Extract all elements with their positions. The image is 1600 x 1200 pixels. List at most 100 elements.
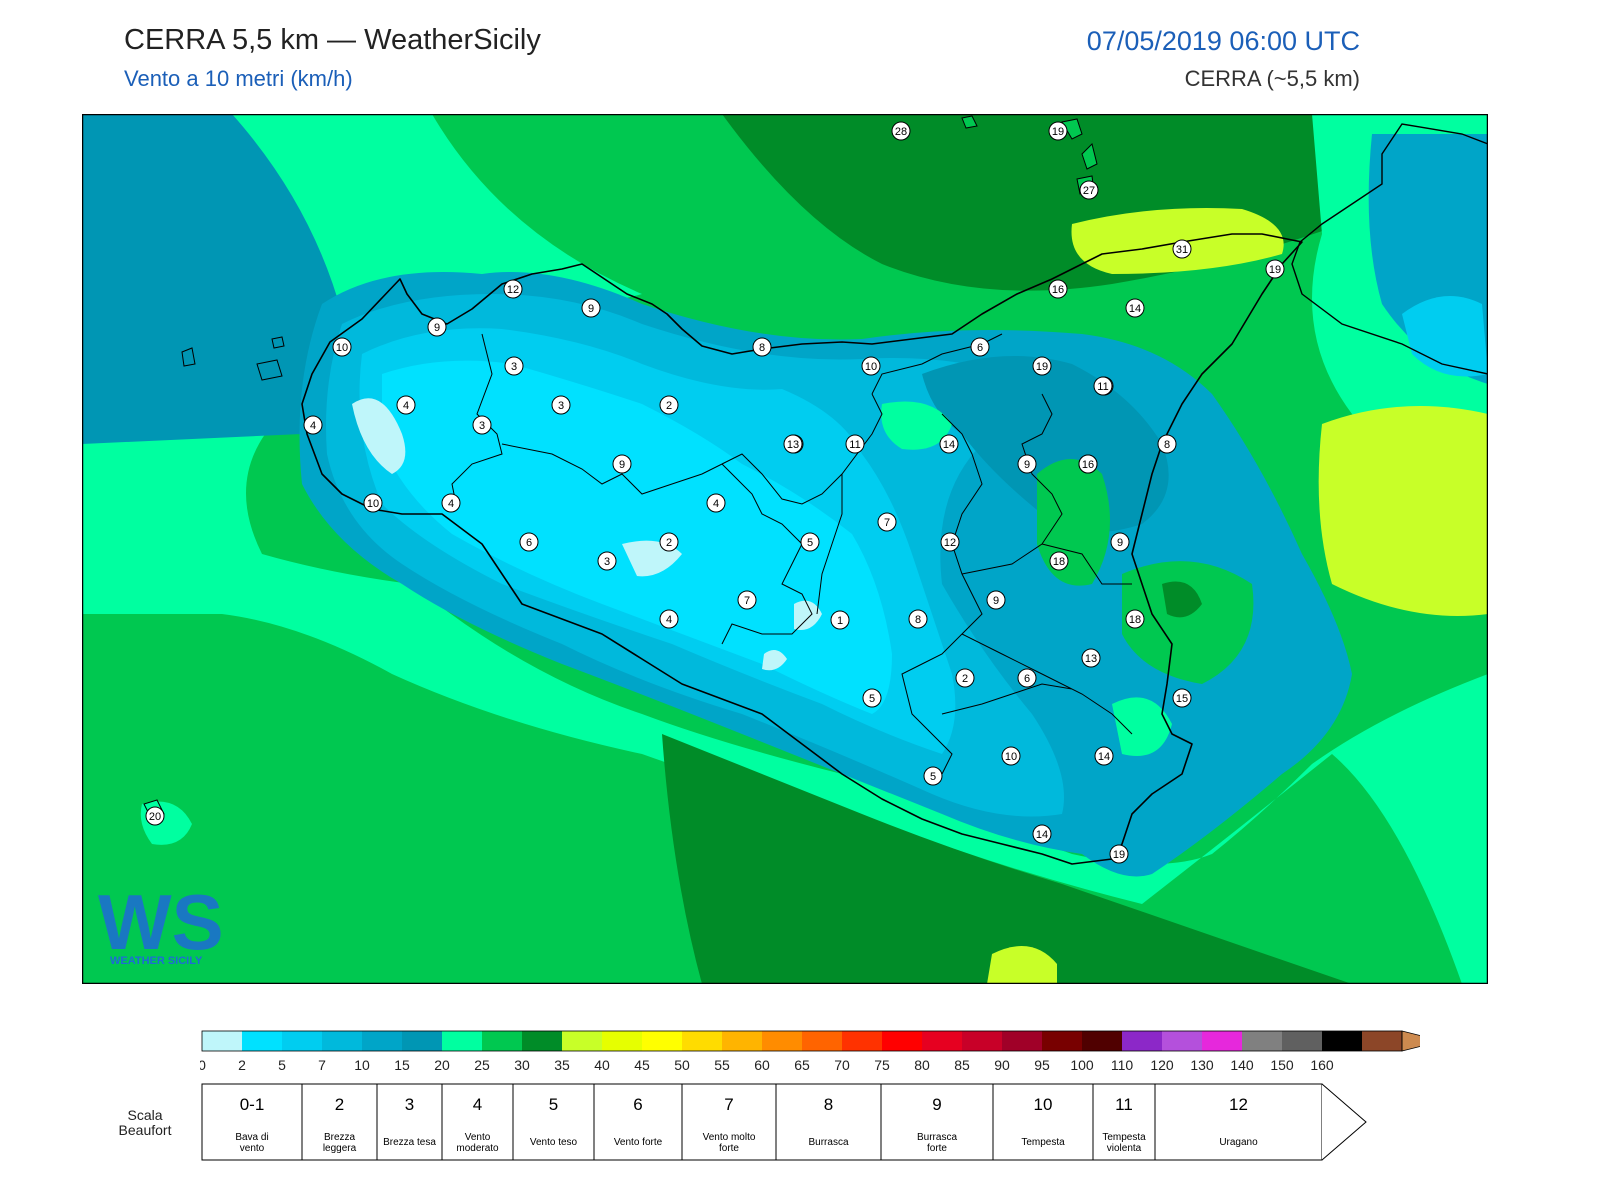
wind-marker-circle bbox=[659, 395, 679, 415]
colorbar-swatch bbox=[962, 1031, 1002, 1051]
colorbar-swatch bbox=[1362, 1031, 1402, 1051]
colorbar-tick-label: 35 bbox=[554, 1057, 570, 1073]
wind-marker-circle bbox=[441, 493, 461, 513]
colorbar-tick-label: 95 bbox=[1034, 1057, 1050, 1073]
colorbar-swatch bbox=[602, 1031, 642, 1051]
wind-marker-circle bbox=[940, 532, 960, 552]
colorbar-tick-label: 85 bbox=[954, 1057, 970, 1073]
wind-marker-circle bbox=[1048, 121, 1068, 141]
wind-speed-marker: 3 bbox=[551, 395, 571, 415]
wind-marker-value: 6 bbox=[977, 342, 983, 354]
wind-marker-value: 13 bbox=[787, 439, 799, 451]
wind-marker-circle bbox=[783, 434, 803, 454]
colorbar-swatch bbox=[482, 1031, 522, 1051]
wind-speed-marker: 31 bbox=[1172, 239, 1192, 259]
wind-marker-value: 1 bbox=[837, 615, 843, 627]
wind-marker-circle bbox=[923, 766, 943, 786]
colorbar-tick-label: 120 bbox=[1150, 1057, 1174, 1073]
wind-speed-marker: 19 bbox=[1032, 356, 1052, 376]
wind-marker-value: 19 bbox=[1269, 264, 1281, 276]
colorbar-swatch bbox=[1162, 1031, 1202, 1051]
wind-marker-value: 4 bbox=[448, 498, 454, 510]
wind-speed-marker: 10 bbox=[332, 337, 352, 357]
wind-marker-circle bbox=[862, 688, 882, 708]
beaufort-force: 8 bbox=[824, 1095, 833, 1114]
wind-marker-value: 2 bbox=[666, 400, 672, 412]
wind-speed-marker: 6 bbox=[519, 532, 539, 552]
beaufort-name: vento bbox=[240, 1143, 265, 1154]
beaufort-cell: 8 Burrasca bbox=[775, 1083, 882, 1161]
colorbar-swatch bbox=[442, 1031, 482, 1051]
wind-marker-circle bbox=[939, 434, 959, 454]
colorbar-swatch bbox=[722, 1031, 762, 1051]
beaufort-force: 12 bbox=[1229, 1095, 1248, 1114]
wind-marker-value: 5 bbox=[930, 771, 936, 783]
wind-marker-circle bbox=[800, 532, 820, 552]
island-wind-band-0-2-d bbox=[762, 650, 787, 671]
colorbar-tick-label: 160 bbox=[1310, 1057, 1334, 1073]
etna-wind-band-20-25 bbox=[1037, 459, 1110, 586]
wind-speed-marker: 19 bbox=[1048, 121, 1068, 141]
colorbar-swatch bbox=[1322, 1031, 1362, 1051]
colorbar-tick-label: 5 bbox=[278, 1057, 286, 1073]
wind-marker-value: 9 bbox=[1117, 537, 1123, 549]
wind-marker-value: 3 bbox=[479, 420, 485, 432]
wind-speed-marker: 28 bbox=[891, 121, 911, 141]
wind-marker-circle bbox=[659, 609, 679, 629]
wind-marker-value: 8 bbox=[1164, 439, 1170, 451]
wind-speed-marker: 10 bbox=[861, 356, 881, 376]
colorbar-tick-label: 60 bbox=[754, 1057, 770, 1073]
wind-marker-circle bbox=[1032, 824, 1052, 844]
beaufort-name: Vento molto bbox=[703, 1132, 756, 1143]
beaufort-cell-box bbox=[1154, 1083, 1323, 1161]
colorbar-swatch bbox=[762, 1031, 802, 1051]
wind-marker-value: 5 bbox=[869, 693, 875, 705]
beaufort-name: Brezza bbox=[324, 1132, 356, 1143]
beaufort-scale-title: Scala Beaufort bbox=[118, 1107, 172, 1138]
beaufort-force: 3 bbox=[405, 1095, 414, 1114]
wind-marker-value: 12 bbox=[507, 284, 519, 296]
wind-marker-value: 18 bbox=[1129, 614, 1141, 626]
wind-marker-circle bbox=[737, 590, 757, 610]
wind-speed-marker: 5 bbox=[862, 688, 882, 708]
colorbar-swatch bbox=[1082, 1031, 1122, 1051]
wind-speed-marker: 3 bbox=[472, 415, 492, 435]
wind-speed-marker: 15 bbox=[1172, 688, 1192, 708]
wind-speed-marker: 14 bbox=[1032, 824, 1052, 844]
colorbar-swatch bbox=[522, 1031, 562, 1051]
beaufort-cell: 3 Brezza tesa bbox=[376, 1083, 443, 1161]
wind-marker-circle bbox=[1049, 551, 1069, 571]
wind-speed-marker: 16 bbox=[1078, 454, 1098, 474]
colorbar-swatch bbox=[362, 1031, 402, 1051]
wind-marker-circle bbox=[1125, 298, 1145, 318]
wind-speed-marker: 1 bbox=[830, 610, 850, 630]
wind-marker-value: 18 bbox=[1053, 556, 1065, 568]
wind-marker-value: 14 bbox=[1036, 829, 1048, 841]
wind-speed-marker: 8 bbox=[752, 337, 772, 357]
wind-marker-value: 4 bbox=[713, 498, 719, 510]
beaufort-force: 6 bbox=[633, 1095, 642, 1114]
southeast-wind-band-15-20 bbox=[1112, 697, 1172, 756]
wind-speed-marker: 19 bbox=[1265, 259, 1285, 279]
colorbar-tick-label: 150 bbox=[1270, 1057, 1294, 1073]
beaufort-name: leggera bbox=[323, 1143, 357, 1154]
beaufort-name: forte bbox=[719, 1143, 739, 1154]
colorbar-tick-label: 25 bbox=[474, 1057, 490, 1073]
colorbar-tick-label: 100 bbox=[1070, 1057, 1094, 1073]
wind-marker-circle bbox=[145, 806, 165, 826]
beaufort-name: violenta bbox=[1107, 1143, 1142, 1154]
colorbar-border bbox=[201, 1030, 1403, 1052]
beaufort-cell-box bbox=[301, 1083, 378, 1161]
island-wind-band-2-5 bbox=[382, 360, 892, 714]
colorbar-swatch bbox=[562, 1031, 602, 1051]
wind-speed-marker: 19 bbox=[1109, 844, 1129, 864]
colorbar-swatch bbox=[802, 1031, 842, 1051]
beaufort-name: Burrasca bbox=[808, 1137, 848, 1148]
wind-marker-value: 6 bbox=[526, 537, 532, 549]
wind-marker-circle bbox=[1093, 376, 1113, 396]
wind-speed-marker: 7 bbox=[737, 590, 757, 610]
wind-marker-value: 15 bbox=[1176, 693, 1188, 705]
wind-marker-value: 10 bbox=[336, 342, 348, 354]
